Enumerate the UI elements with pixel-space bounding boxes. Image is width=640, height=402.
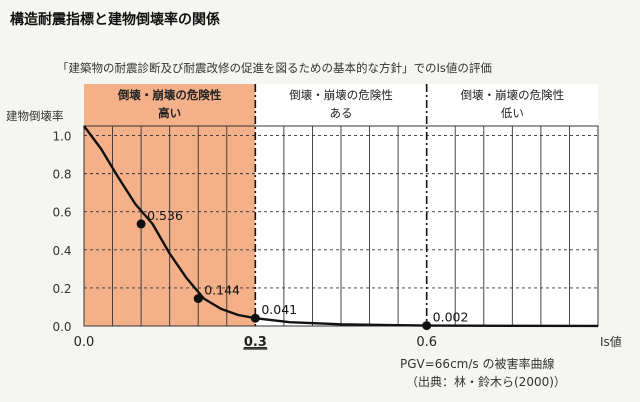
series-line-0 [83,125,599,328]
chart-heading: 構造耐震指標と建物倒壊率の関係 [10,11,220,28]
data-point [193,294,203,304]
region-label-1-0: 倒壊・崩壊の危険性 [289,88,393,102]
y-tick-label: 0.6 [52,206,71,220]
y-tick-label: 1.0 [52,130,71,144]
data-point [250,313,260,323]
note-curve: PGV=66cm/s の被害率曲線 [400,356,554,371]
plot-area: 倒壊・崩壊の危険性高い倒壊・崩壊の危険性ある倒壊・崩壊の危険性低い0.00.20… [52,84,599,350]
x-tick-label: 0.6 [416,335,437,350]
x-axis-label: Is値 [600,334,622,349]
y-tick-label: 0.4 [52,244,71,258]
data-label: 0.536 [147,208,183,223]
y-tick-label: 0.0 [52,320,71,334]
plot-frame [83,125,599,327]
chart-subheading: 「建築物の耐震診断及び耐震改修の促進を図るための基本的な方針」でのIs値の評価 [57,61,492,75]
x-tick-label: 0.3 [244,335,267,350]
region-label-0-0: 倒壊・崩壊の危険性 [117,88,222,102]
region-label-2-1: 低い [501,106,524,120]
data-point [422,321,432,331]
data-label: 0.041 [261,302,297,317]
region-label-1-1: ある [330,106,353,120]
y-axis-label: 建物倒壊率 [6,109,64,123]
data-label: 0.144 [204,283,240,298]
x-tick-label: 0.0 [74,335,95,350]
region-label-2-0: 倒壊・崩壊の危険性 [461,88,565,102]
y-tick-label: 0.2 [52,282,71,296]
data-label: 0.002 [433,310,469,325]
y-tick-label: 0.8 [52,168,71,182]
note-source: （出典：林・鈴木ら(2000)） [406,374,566,389]
region-label-0-1: 高い [158,106,181,120]
data-point [136,219,146,229]
